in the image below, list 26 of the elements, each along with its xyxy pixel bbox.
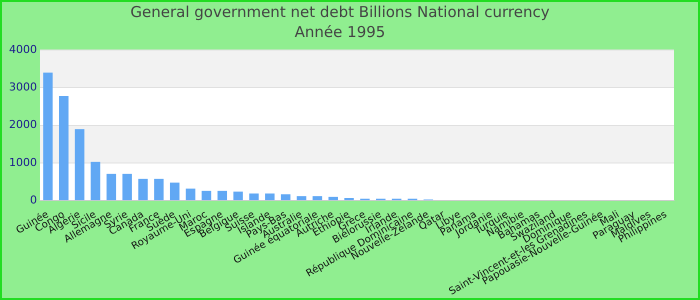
bar xyxy=(74,129,84,200)
bar xyxy=(170,182,180,200)
bar xyxy=(280,194,290,200)
bar xyxy=(138,178,148,200)
bar xyxy=(265,194,275,200)
chart-subtitle: Année 1995 xyxy=(294,22,386,41)
bar xyxy=(218,190,228,200)
bar xyxy=(59,96,69,200)
y-tick-label: 4000 xyxy=(8,42,37,56)
y-tick-label: 2000 xyxy=(8,118,37,132)
bar xyxy=(233,192,243,200)
y-tick-label: 3000 xyxy=(8,80,37,94)
bar xyxy=(249,194,259,200)
bar xyxy=(154,178,164,200)
y-tick-label: 1000 xyxy=(8,156,37,169)
bar xyxy=(312,196,322,200)
y-tick-label: 0 xyxy=(30,194,37,207)
bar xyxy=(296,196,306,200)
bar xyxy=(122,174,132,200)
chart-title: General government net debt Billions National currency xyxy=(130,2,550,21)
bar xyxy=(186,188,196,200)
bar xyxy=(106,174,116,200)
bar xyxy=(43,72,53,200)
bar xyxy=(90,162,100,200)
bar xyxy=(202,190,212,200)
bar xyxy=(328,196,338,200)
